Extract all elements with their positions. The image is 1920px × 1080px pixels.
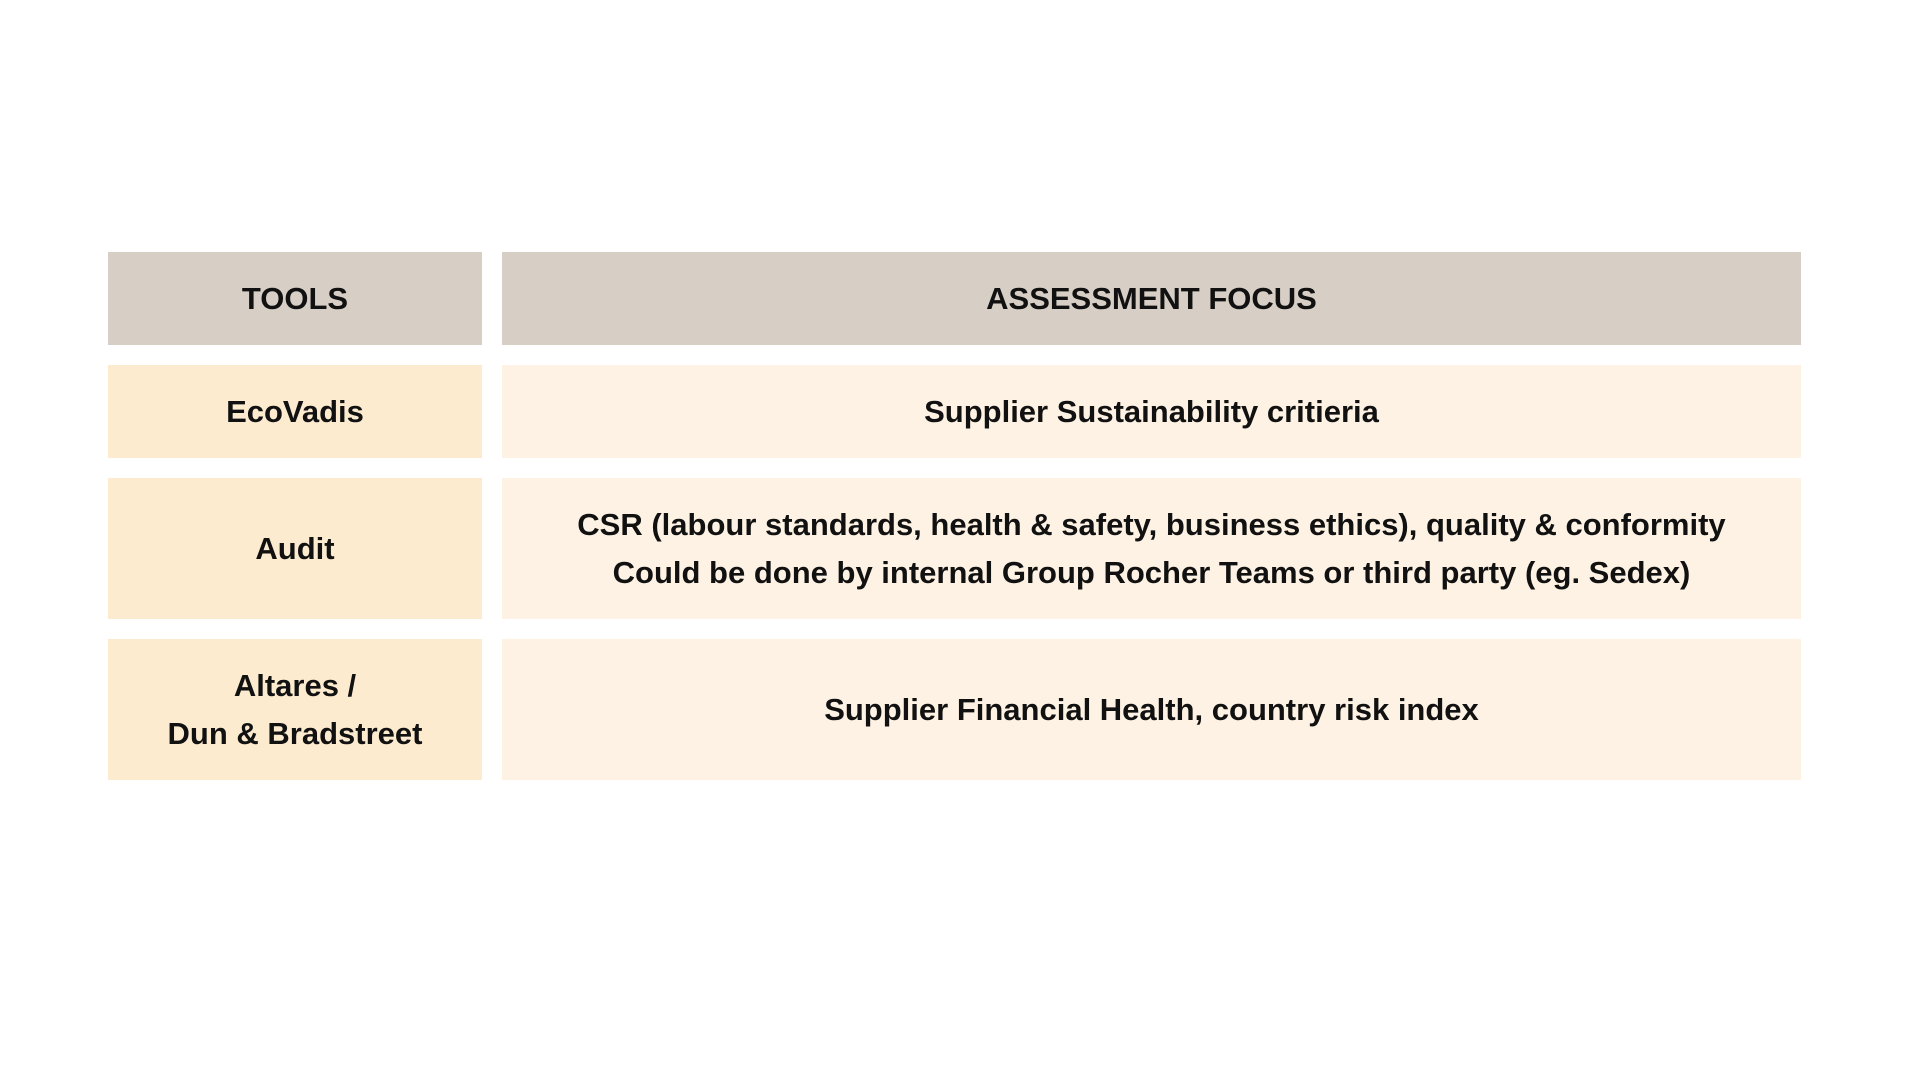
tool-cell: Altares / Dun & Bradstreet [108, 639, 482, 780]
header-tools: TOOLS [108, 252, 482, 345]
focus-cell: CSR (labour standards, health & safety, … [502, 478, 1801, 619]
tool-cell: Audit [108, 478, 482, 619]
focus-text: Could be done by internal Group Rocher T… [612, 554, 1691, 590]
tool-name: EcoVadis [226, 393, 364, 429]
focus-text: Supplier Sustainability critieria [924, 393, 1379, 429]
tool-name: Dun & Bradstreet [167, 715, 423, 751]
focus-cell: Supplier Financial Health, country risk … [502, 639, 1801, 780]
tool-name: Altares / [233, 667, 357, 703]
header-assessment-focus: ASSESSMENT FOCUS [502, 252, 1801, 345]
header-label: TOOLS [241, 280, 349, 316]
focus-cell: Supplier Sustainability critieria [502, 365, 1801, 458]
focus-text: CSR (labour standards, health & safety, … [577, 506, 1726, 542]
tool-name: Audit [255, 530, 335, 566]
focus-text: Supplier Financial Health, country risk … [824, 691, 1479, 727]
tool-cell: EcoVadis [108, 365, 482, 458]
header-label: ASSESSMENT FOCUS [986, 280, 1317, 316]
